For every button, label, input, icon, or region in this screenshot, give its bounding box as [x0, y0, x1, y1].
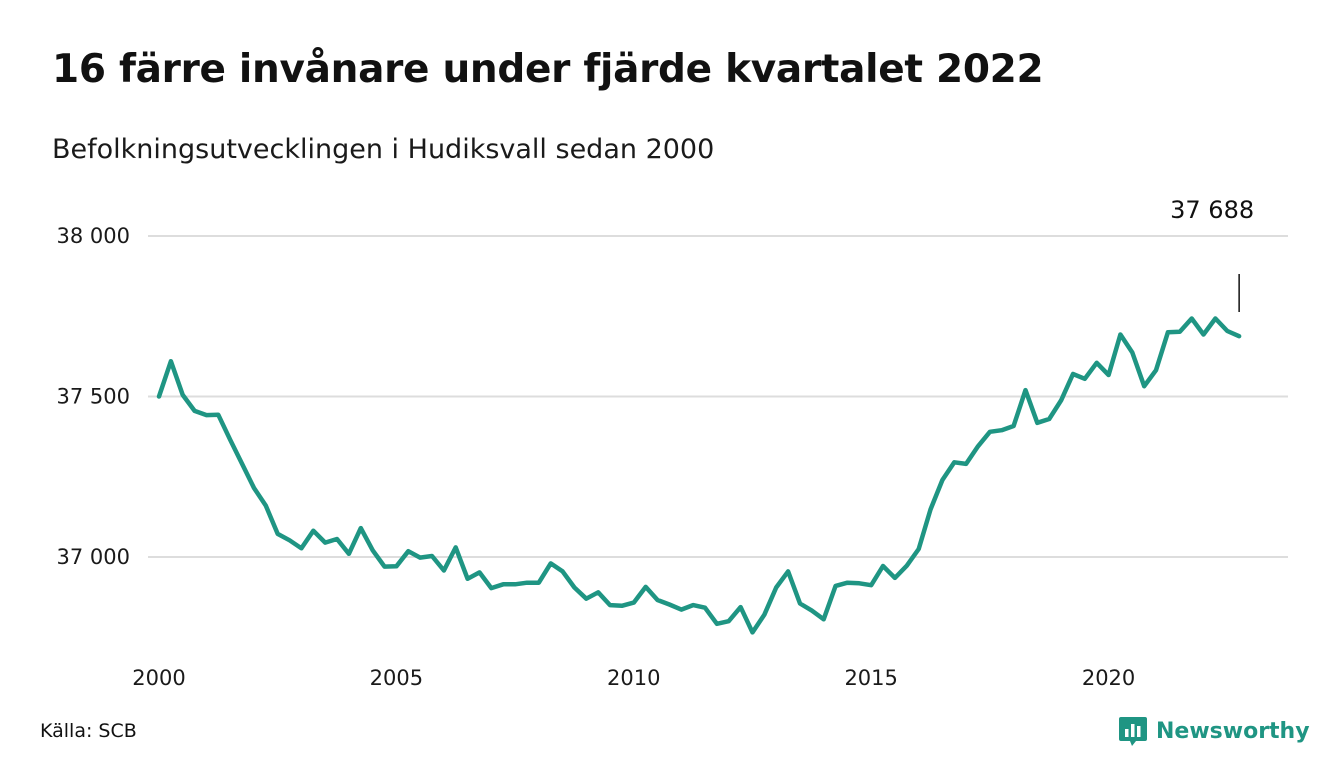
brand-name: Newsworthy — [1156, 718, 1310, 744]
x-tick-label: 2020 — [1082, 666, 1135, 690]
x-tick-label: 2010 — [607, 666, 660, 690]
x-tick-label: 2000 — [132, 666, 185, 690]
end-value-label: 37 688 — [1170, 196, 1254, 224]
x-axis: 2000 2005 2010 2015 2020 — [132, 666, 1135, 690]
chart-title: 16 färre invånare under fjärde kvartalet… — [52, 47, 1044, 92]
x-tick-label: 2005 — [370, 666, 423, 690]
series-group — [156, 316, 1242, 635]
y-tick-label: 38 000 — [57, 224, 130, 248]
brand-logo: Newsworthy — [1118, 714, 1310, 748]
source-note: Källa: SCB — [40, 720, 137, 742]
y-tick-label: 37 000 — [57, 545, 130, 569]
x-tick-label: 2015 — [844, 666, 897, 690]
y-tick-label: 37 500 — [57, 385, 130, 409]
y-axis: 37 000 37 500 38 000 — [57, 224, 130, 569]
newsworthy-logo-icon — [1119, 717, 1147, 746]
population-line — [156, 316, 1242, 635]
gridlines — [148, 235, 1288, 558]
chart-subtitle: Befolkningsutvecklingen i Hudiksvall sed… — [52, 134, 715, 165]
